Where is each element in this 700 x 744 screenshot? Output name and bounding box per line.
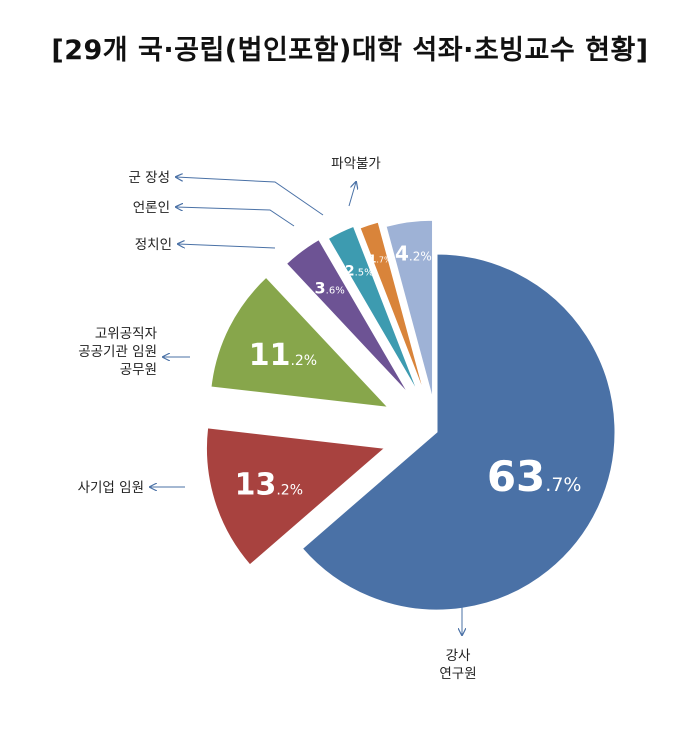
pie-slice [301, 253, 616, 611]
category-label: 정치인 [135, 237, 172, 253]
slice-value-label: 1.7% [369, 253, 392, 266]
slice-value-label: 4.2% [395, 242, 432, 266]
slice-value-label: 13.2% [235, 467, 303, 502]
pie-slice [210, 276, 390, 408]
category-label: 강사 연구원 [439, 648, 476, 682]
category-label: 파악불가 [331, 156, 381, 172]
pie-slice [205, 427, 386, 566]
leader-lines [150, 177, 462, 635]
pie-slices [205, 219, 616, 611]
category-label: 언론인 [133, 200, 170, 216]
category-label: 사기업 임원 [78, 480, 144, 496]
category-label: 군 장성 [128, 170, 170, 186]
pie-slice [385, 219, 434, 399]
pie-slice [359, 221, 426, 395]
slice-value-label: 3.6% [315, 278, 345, 297]
leader-line [176, 177, 324, 216]
pie-slice [285, 238, 409, 394]
leader-line [176, 207, 295, 227]
pie-slice [327, 225, 419, 393]
leader-line [178, 244, 276, 249]
chart-title: [29개 국·공립(법인포함)대학 석좌·초빙교수 현황] [51, 35, 649, 66]
category-label: 고위공직자 공공기관 임원 공무원 [78, 326, 157, 378]
value-labels: 63.7% 13.2% 11.2% 3.6%2.5%1.7% 4.2% [235, 242, 582, 503]
slice-value-label: 63.7% [487, 452, 582, 501]
slice-value-label: 11.2% [249, 338, 317, 373]
category-labels: 강사 연구원 사기업 임원 고위공직자 공공기관 임원 공무원 정치인 언론인 군 장성 파악불가 [78, 156, 477, 682]
leader-line [348, 182, 356, 207]
slice-value-label: 2.5% [345, 263, 374, 279]
